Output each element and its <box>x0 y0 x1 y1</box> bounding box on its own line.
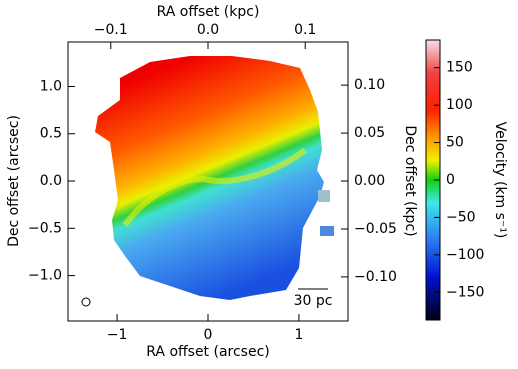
x2-tick-label: −0.1 <box>94 22 128 38</box>
y2-tick-label: −0.10 <box>354 269 397 285</box>
y2-tick-label: 0.00 <box>354 173 385 189</box>
colorbar-tick-label: −150 <box>446 284 484 300</box>
y2-tick-label: 0.05 <box>354 125 385 141</box>
outlier-blob <box>320 226 334 236</box>
y2-tick-label: 0.10 <box>354 77 385 93</box>
x-tick-label: 1 <box>294 327 303 343</box>
y2-axis-label: Dec offset (kpc) <box>402 125 418 236</box>
x2-tick-label: 0.1 <box>294 22 316 38</box>
beam <box>81 297 91 307</box>
y-axis-label: Dec offset (arcsec) <box>6 115 22 247</box>
colorbar-tick-label: 100 <box>446 97 473 113</box>
y-tick-label: −0.5 <box>28 220 62 236</box>
x-axis-label: RA offset (arcsec) <box>146 344 270 360</box>
outlier-blob <box>318 190 330 202</box>
y-tick-label: 0.5 <box>40 126 62 142</box>
colorbar-tick-label: 0 <box>446 172 455 188</box>
colorbar-label: Velocity (km s⁻¹) <box>492 122 508 239</box>
x2-axis-label: RA offset (kpc) <box>157 4 260 20</box>
colorbar-tick-label: −50 <box>446 209 476 225</box>
x-tick-label: −1 <box>107 327 128 343</box>
colorbar-tick-label: 50 <box>446 135 464 151</box>
x2-tick-label: 0.0 <box>197 22 219 38</box>
scale-bar-label: 30 pc <box>294 293 333 309</box>
y-tick-label: 1.0 <box>40 78 62 94</box>
y-tick-label: 0.0 <box>40 173 62 189</box>
y2-tick-label: −0.05 <box>354 221 397 237</box>
colorbar-tick-label: 150 <box>446 60 473 76</box>
x-tick-label: 0 <box>204 327 213 343</box>
y-tick-label: −1.0 <box>28 268 62 284</box>
velocity-swirl <box>122 147 307 227</box>
colorbar-tick-label: −100 <box>446 247 484 263</box>
